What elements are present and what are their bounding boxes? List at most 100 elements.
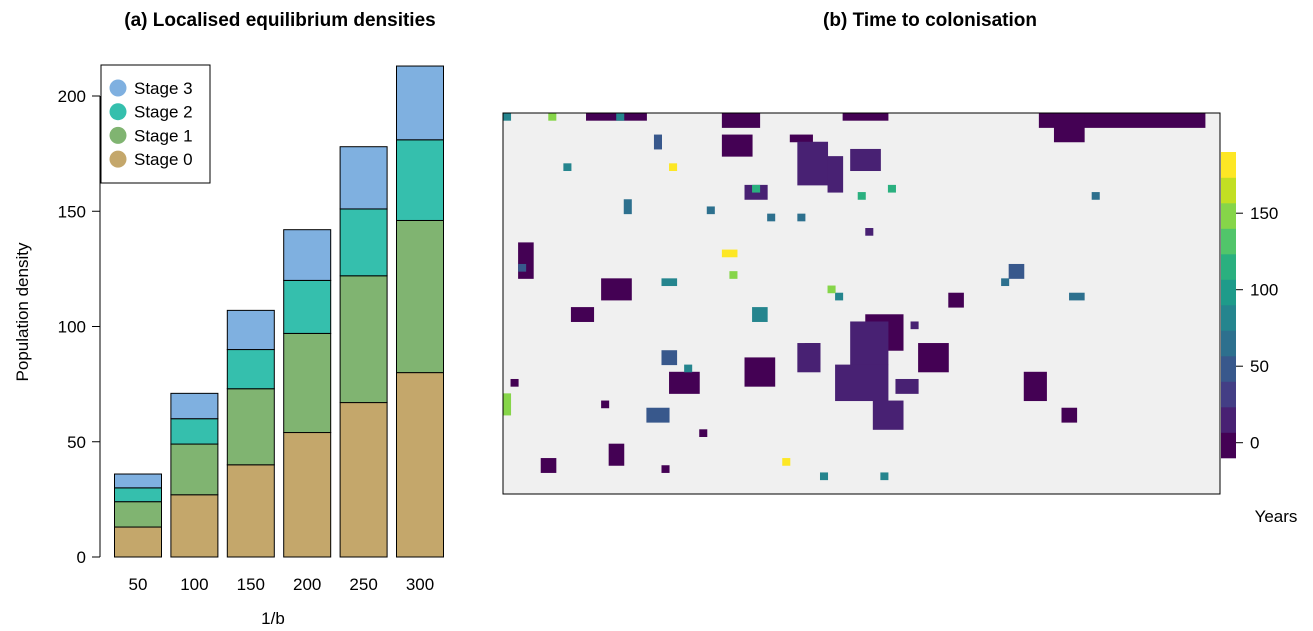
colonised-patch [729, 271, 738, 279]
y-tick-label: 100 [58, 318, 86, 337]
colonised-patch [789, 134, 813, 143]
bar-segment-stage-2 [339, 208, 388, 277]
colonised-patch [895, 378, 919, 394]
colonised-patch [782, 458, 791, 466]
bar-segment-stage-0 [283, 432, 332, 558]
bar-segment-stage-3 [339, 146, 388, 210]
colonised-patch [1001, 278, 1010, 287]
x-tick-label: 300 [406, 575, 434, 594]
colonised-patch [540, 458, 557, 473]
bar-segment-stage-2 [114, 487, 162, 503]
panel-a-axes: 0 50 100 150 200 50 100 150 200 250 300 [58, 87, 435, 594]
map-frame [502, 112, 1221, 495]
colonised-patch [744, 357, 776, 387]
colonised-patch [767, 213, 776, 222]
bar-segment-stage-3 [396, 65, 444, 141]
x-tick-label: 100 [180, 575, 208, 594]
colonised-patch [865, 228, 874, 236]
bar-segment-stage-3 [226, 309, 275, 351]
colonised-patch [948, 292, 964, 308]
colonised-patch [669, 163, 678, 172]
colorbar-tick-label: 150 [1250, 204, 1278, 223]
colorbar-segment [1221, 305, 1236, 331]
colonised-patch [819, 472, 829, 481]
bar-segment-stage-2 [283, 279, 332, 334]
colonised-patch [827, 285, 836, 294]
colonised-patch [887, 184, 896, 193]
colorbar-label: Years [1255, 507, 1298, 526]
bar-segment-stage-1 [396, 219, 444, 374]
colonised-patch [827, 156, 844, 193]
panel-a-title: (a) Localised equilibrium densities [124, 10, 435, 31]
colonised-patch [752, 184, 761, 193]
colonised-patch [503, 113, 512, 121]
legend-label: Stage 1 [134, 126, 193, 145]
colonised-patch [850, 321, 889, 366]
colorbar-segment [1221, 356, 1236, 382]
colonised-patch [510, 378, 519, 387]
colonised-patch [797, 343, 821, 373]
colonised-patch [706, 206, 715, 215]
legend-swatch [109, 150, 127, 168]
legend-label: Stage 3 [134, 79, 193, 98]
colonised-patch [503, 393, 512, 416]
legend-swatch [109, 126, 127, 144]
x-tick-label: 250 [349, 575, 377, 594]
colonised-patch [518, 242, 534, 279]
bar-segment-stage-1 [114, 501, 162, 528]
panel-a-x-label: 1/b [261, 609, 285, 628]
colonised-patch [548, 113, 557, 121]
colonised-patch [661, 465, 670, 473]
colonised-patch [721, 113, 761, 128]
bar-segment-stage-3 [170, 392, 219, 420]
colonised-patch [684, 364, 693, 373]
colonised-patch [623, 199, 632, 215]
y-tick-label: 200 [58, 87, 86, 106]
colonised-patch [616, 113, 625, 121]
colorbar-segment [1221, 254, 1236, 280]
colonised-patch [669, 371, 700, 394]
x-tick-label: 50 [129, 575, 148, 594]
colonised-patch [1061, 407, 1078, 423]
bar-segment-stage-3 [114, 473, 162, 489]
colonised-patch [910, 321, 919, 330]
colorbar-segment [1221, 177, 1236, 204]
bar-segment-stage-1 [226, 388, 275, 466]
colorbar: 0 50 100 150 [1221, 152, 1278, 459]
colorbar-segment [1221, 203, 1236, 229]
colonised-patch [1069, 292, 1085, 301]
colonised-patch [835, 364, 889, 402]
colonised-patch [653, 134, 662, 150]
colonised-patch [646, 407, 670, 423]
colonised-patch [563, 163, 572, 172]
colorbar-tick-label: 50 [1250, 357, 1269, 376]
colonised-patch [661, 278, 678, 287]
bar-segment-stage-1 [283, 332, 332, 434]
panel-a-y-label: Population density [13, 242, 32, 381]
bar-segment-stage-0 [114, 526, 162, 558]
colonised-patch [872, 400, 904, 430]
legend-label: Stage 0 [134, 150, 193, 169]
legend-swatch [109, 79, 127, 97]
legend-label: Stage 2 [134, 103, 193, 122]
colorbar-segment [1221, 432, 1236, 459]
bar-segment-stage-0 [226, 464, 275, 558]
colonised-patch [857, 192, 866, 200]
y-tick-label: 50 [67, 433, 86, 452]
colonised-patch [1023, 371, 1047, 402]
colonised-patch [1008, 263, 1025, 279]
colorbar-segment [1221, 228, 1236, 255]
y-tick-label: 150 [58, 202, 86, 221]
colonised-patch [797, 213, 806, 222]
colorbar-segment [1221, 407, 1236, 433]
bar-segment-stage-3 [283, 229, 332, 281]
bar-segment-stage-2 [170, 418, 219, 445]
colonised-patch [601, 400, 610, 409]
colorbar-tick-label: 100 [1250, 281, 1278, 300]
colonised-patch [1053, 113, 1085, 143]
colonised-patch [880, 472, 889, 481]
colorbar-segment [1221, 279, 1236, 306]
x-tick-label: 200 [293, 575, 321, 594]
legend-swatch [109, 103, 127, 121]
